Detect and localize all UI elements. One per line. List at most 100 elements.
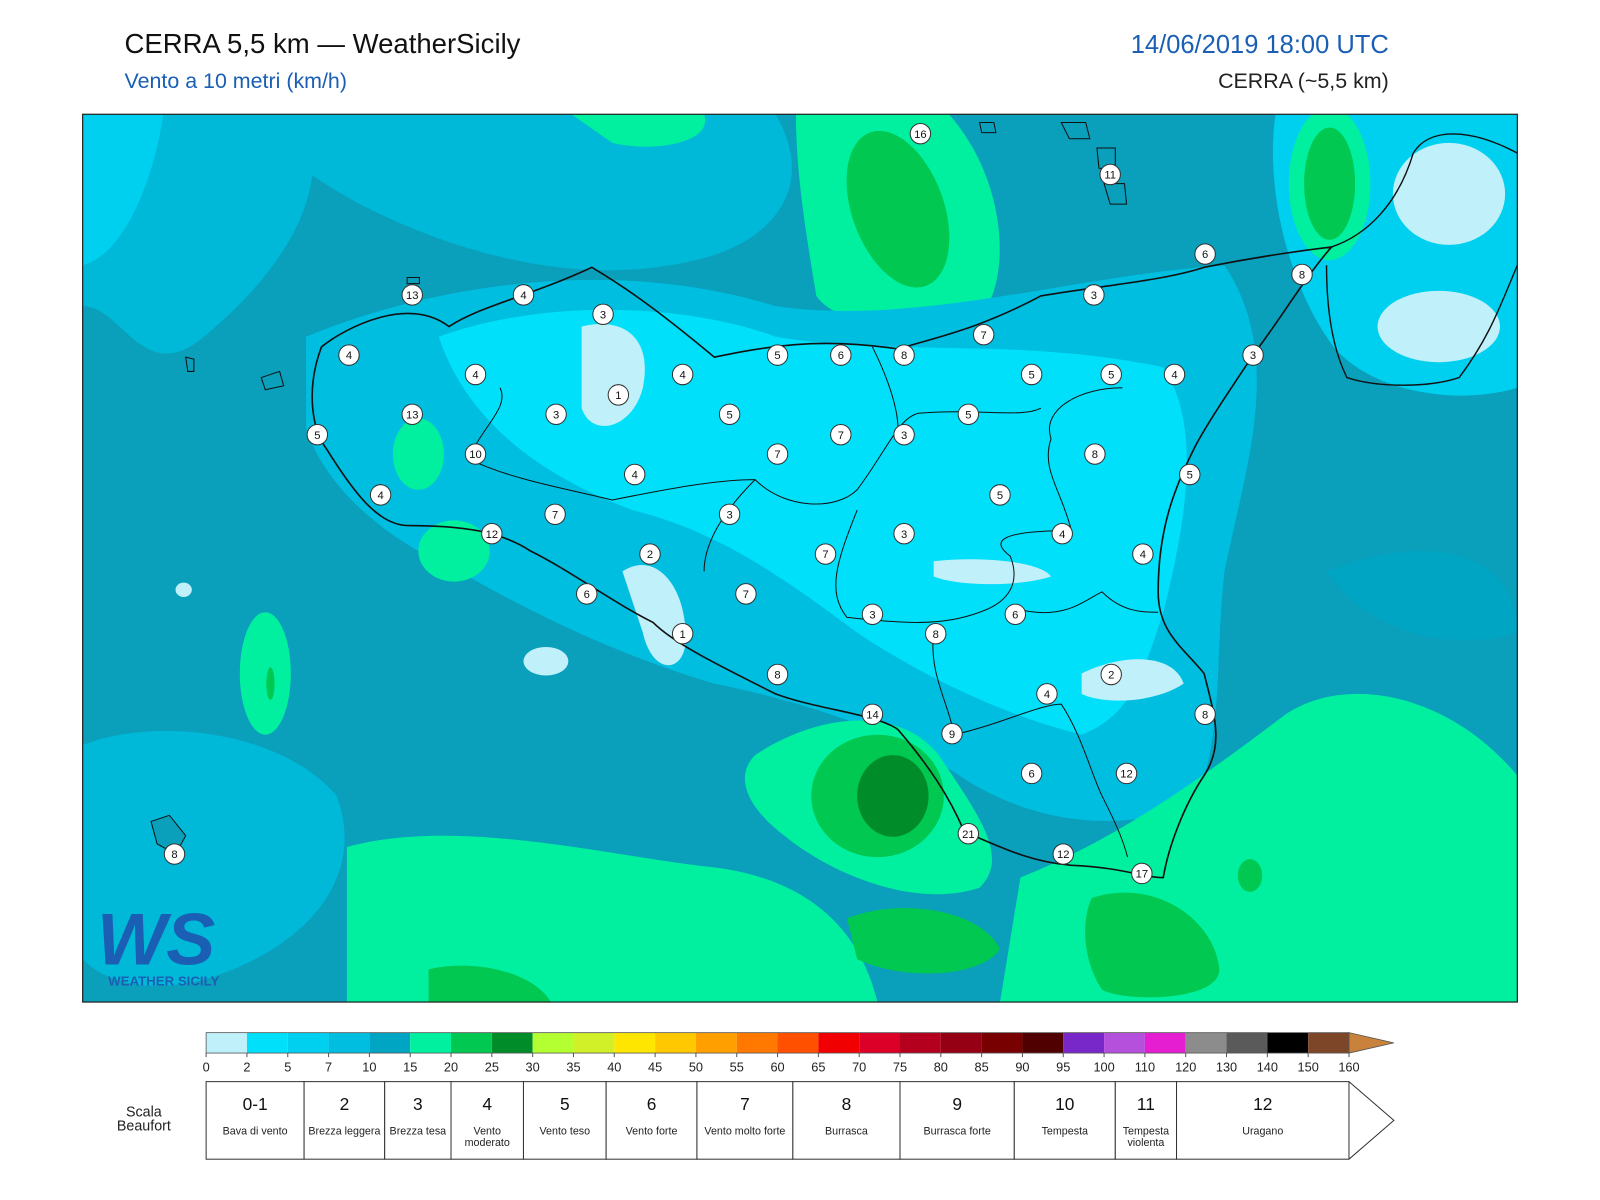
station-value: 5 (1187, 470, 1193, 482)
station-value: 12 (1120, 769, 1132, 781)
station-value: 7 (774, 449, 780, 461)
station-marker (401, 284, 423, 306)
colorbar-tick-label: 140 (1257, 1059, 1278, 1074)
beaufort-force: 10 (1055, 1094, 1074, 1114)
colorbar-segment (818, 1032, 860, 1054)
colorbar-tick-label: 150 (1298, 1059, 1319, 1074)
station-value: 14 (866, 709, 878, 721)
beaufort-description-box: Burrasca forte (923, 1126, 991, 1138)
colorbar-tick-label: 120 (1175, 1059, 1196, 1074)
logo-name: WEATHER SICILY (108, 974, 219, 989)
station-marker (1115, 762, 1138, 785)
station-marker (909, 122, 932, 145)
beaufort-force: 12 (1253, 1094, 1272, 1114)
station-value: 7 (822, 549, 828, 561)
station-value: 6 (1012, 609, 1018, 621)
station-marker (718, 503, 741, 525)
station-value: 8 (171, 849, 177, 861)
station-marker (576, 583, 598, 605)
colorbar-segment (246, 1032, 288, 1054)
colorbar-segment (491, 1032, 533, 1054)
colorbar-tick-label: 2 (243, 1059, 250, 1074)
station-value: 13 (406, 409, 418, 421)
wind-field (82, 114, 1518, 1003)
station-marker (671, 363, 694, 386)
station-marker (671, 622, 694, 645)
station-value: 21 (962, 829, 974, 841)
station-value: 9 (949, 729, 955, 741)
station-value: 4 (520, 290, 526, 302)
station-value: 8 (1299, 270, 1305, 282)
colorbar-segment (1226, 1032, 1268, 1054)
beaufort-cell (899, 1081, 1015, 1160)
station-marker (481, 522, 503, 545)
colorbar-tick-label: 45 (648, 1059, 662, 1074)
station-value: 7 (981, 330, 987, 342)
station-value: 4 (346, 350, 352, 362)
station-marker (1020, 363, 1043, 386)
beaufort-description-box: Brezza tesa (389, 1126, 447, 1138)
colorbar-tick-label: 55 (730, 1059, 744, 1074)
colorbar-tick-label: 65 (811, 1059, 825, 1074)
colorbar-segment (532, 1032, 574, 1054)
datetime: 14/06/2019 18:00 UTC (1131, 31, 1389, 59)
station-value: 3 (1250, 350, 1256, 362)
colorbar-segment (287, 1032, 329, 1054)
colorbar-segment (940, 1032, 982, 1054)
beaufort-description: Brezza tesa (389, 1126, 447, 1138)
beaufort-force: 3 (413, 1094, 423, 1114)
colorbar-tick-label: 90 (1015, 1059, 1029, 1074)
station-value: 3 (726, 509, 732, 521)
station-value: 3 (1091, 290, 1097, 302)
station-value: 4 (1171, 370, 1177, 382)
colorbar-segment (777, 1032, 819, 1054)
station-marker (766, 443, 789, 465)
station-marker (1100, 363, 1122, 386)
beaufort-force: 4 (482, 1094, 492, 1114)
beaufort-force: 6 (647, 1094, 657, 1114)
beaufort-cell (1013, 1081, 1116, 1160)
beaufort-cell (384, 1081, 452, 1160)
colorbar-tick-label: 35 (566, 1059, 580, 1074)
station-marker (338, 344, 360, 366)
station-marker (607, 384, 630, 406)
station-marker (464, 363, 487, 386)
beaufort-cell (1114, 1081, 1178, 1160)
colorbar-tick-label: 5 (284, 1059, 291, 1074)
colorbar-segment (1144, 1032, 1186, 1054)
station-marker (972, 323, 995, 346)
station-marker (830, 423, 852, 446)
colorbar-segment (206, 1032, 247, 1054)
station-marker (861, 703, 884, 725)
beaufort-force: 11 (1137, 1094, 1155, 1114)
station-value: 4 (1044, 689, 1050, 701)
colorbar-tick-label: 85 (975, 1059, 989, 1074)
station-marker (1051, 522, 1073, 545)
station-marker (893, 522, 915, 545)
station-marker (1084, 443, 1106, 465)
colorbar-tick-label: 20 (444, 1059, 458, 1074)
station-marker (735, 583, 757, 605)
station-value: 10 (469, 449, 481, 461)
station-value: 3 (553, 409, 559, 421)
station-marker (306, 423, 329, 446)
station-marker (639, 543, 661, 565)
title: CERRA 5,5 km — WeatherSicily (124, 28, 520, 59)
station-value: 5 (997, 490, 1003, 502)
station-marker (830, 344, 852, 366)
station-value: 11 (1104, 170, 1116, 182)
station-marker (592, 303, 614, 325)
colorbar-segment (1063, 1032, 1105, 1054)
station-value: 6 (1202, 249, 1208, 261)
station-marker (766, 344, 789, 366)
colorbar-segment (695, 1032, 737, 1054)
beaufort-description: Burrasca forte (923, 1126, 991, 1138)
station-marker (1131, 862, 1153, 885)
station-marker (1132, 543, 1154, 565)
colorbar-segment (1308, 1032, 1349, 1054)
station-marker (1004, 603, 1027, 625)
beaufort-description-box: Bava di vento (223, 1127, 288, 1137)
colorbar-tick-label: 80 (934, 1059, 948, 1074)
colorbar-arrow (1348, 1032, 1394, 1054)
colorbar-tick-label: 110 (1135, 1059, 1155, 1074)
